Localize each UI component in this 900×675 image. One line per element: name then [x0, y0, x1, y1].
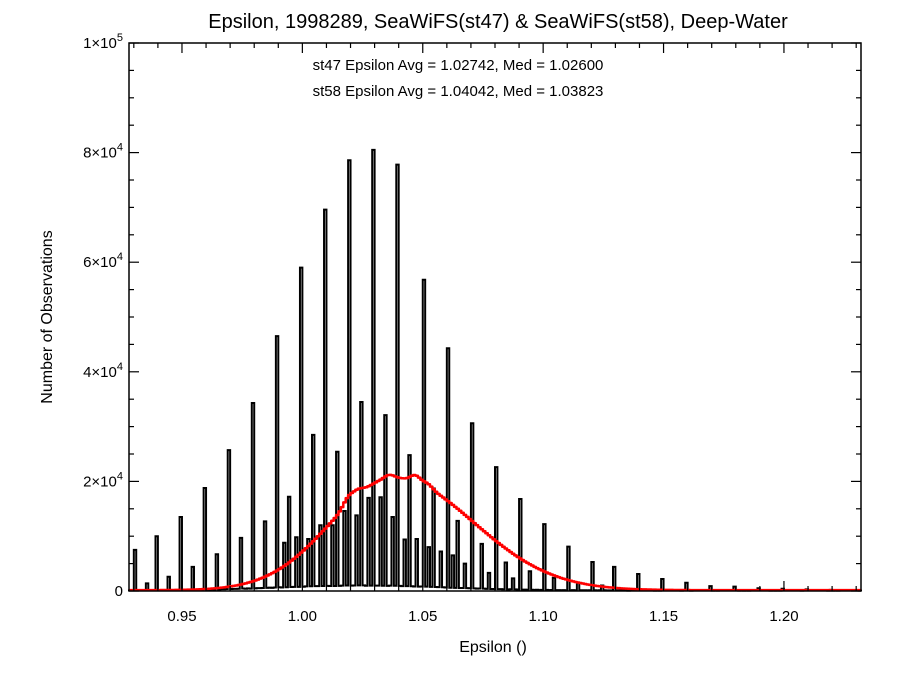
x-tick-label: 1.20 [769, 608, 798, 625]
y-tick-label: 2×104 [83, 470, 123, 490]
x-tick-label: 0.95 [167, 608, 196, 625]
axis-ticks [129, 42, 861, 592]
st47-stats-annotation: st47 Epsilon Avg = 1.02742, Med = 1.0260… [313, 57, 604, 74]
x-tick-label: 1.10 [529, 608, 558, 625]
x-tick-label: 1.05 [408, 608, 437, 625]
y-tick-label: 6×104 [83, 251, 123, 271]
y-tick-label: 8×104 [83, 142, 123, 162]
y-tick-mantissa: 6×10 [83, 254, 117, 271]
y-tick-exponent: 5 [117, 32, 123, 44]
st47-histogram-line [128, 148, 862, 592]
y-tick-exponent: 4 [117, 470, 123, 482]
y-axis-label: Number of Observations [39, 230, 56, 403]
x-tick-label: 1.15 [649, 608, 678, 625]
st58-stats-annotation: st58 Epsilon Avg = 1.04042, Med = 1.0382… [313, 83, 604, 100]
y-tick-exponent: 4 [117, 251, 123, 263]
y-tick-exponent: 4 [117, 142, 123, 154]
chart-title: Epsilon, 1998289, SeaWiFS(st47) & SeaWiF… [208, 11, 788, 33]
y-tick-exponent: 4 [117, 361, 123, 373]
y-tick-label: 4×104 [83, 361, 123, 381]
st58-histogram-line [129, 473, 861, 592]
x-tick-label: 1.00 [288, 608, 317, 625]
y-tick-mantissa: 0 [115, 583, 123, 600]
y-tick-mantissa: 1×10 [83, 35, 117, 52]
y-tick-label: 0 [115, 583, 123, 600]
y-tick-mantissa: 2×10 [83, 473, 117, 490]
y-tick-mantissa: 8×10 [83, 145, 117, 162]
st58-histogram-layer [129, 473, 861, 592]
st47-histogram-layer [128, 148, 862, 592]
x-axis-label: Epsilon () [459, 639, 527, 656]
y-tick-mantissa: 4×10 [83, 364, 117, 381]
y-tick-label: 1×105 [83, 32, 123, 52]
x-tick-labels: 0.95 1.00 1.05 1.10 1.15 1.20 [167, 608, 798, 625]
